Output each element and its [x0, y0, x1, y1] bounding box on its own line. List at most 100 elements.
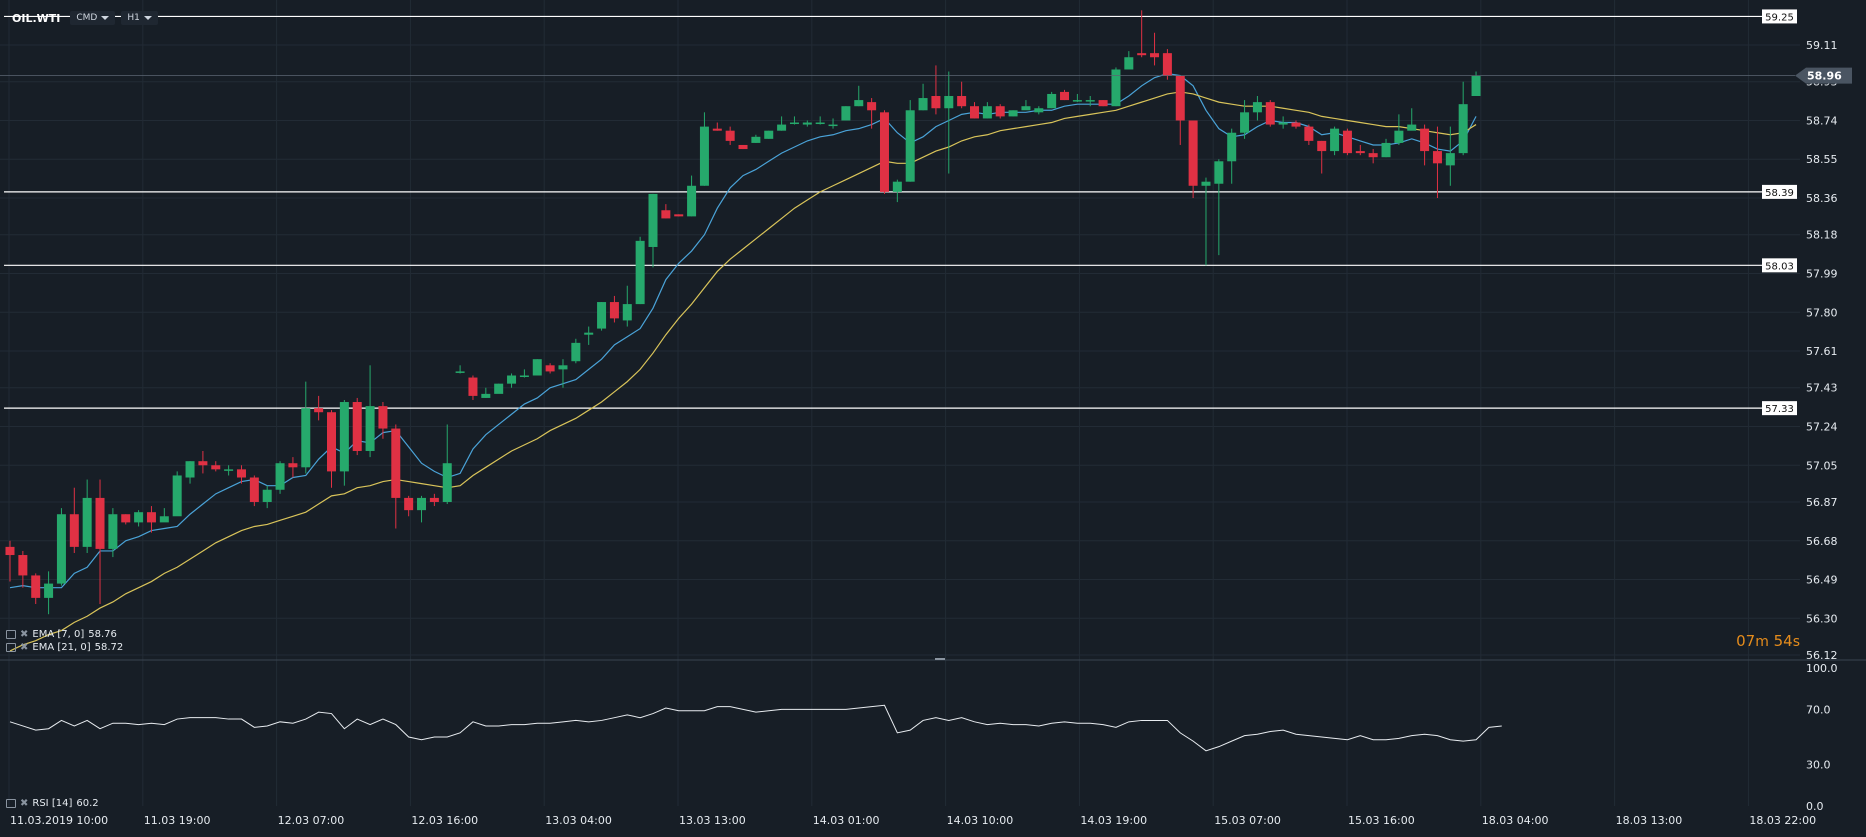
candle-body [944, 96, 954, 109]
chart-toolbar: OIL.WTI CMD H1 [8, 8, 158, 28]
ema21-legend[interactable]: ✖ EMA [21, 0] 58.72 [6, 642, 123, 653]
rsi-legend[interactable]: ✖ RSI [14] 60.2 [6, 798, 99, 809]
candle-body [31, 575, 41, 598]
candle-body [905, 110, 915, 182]
close-icon[interactable]: ✖ [20, 642, 29, 653]
candle-body [802, 122, 812, 125]
price-tick-label: 58.74 [1806, 114, 1838, 127]
candle-down [1162, 49, 1172, 80]
price-tick-label: 57.43 [1806, 382, 1838, 395]
candle-up [918, 83, 928, 111]
candle-body [1162, 53, 1172, 76]
candle-body [468, 377, 478, 396]
close-icon[interactable]: ✖ [20, 629, 29, 640]
candle-body [995, 106, 1005, 117]
candle-body [1072, 100, 1082, 102]
candle-body [365, 406, 375, 451]
candle-up [841, 106, 851, 121]
candle-up [519, 369, 529, 378]
candle-body [1445, 153, 1455, 166]
candle-body [1034, 108, 1044, 113]
time-tick-label: 13.03 13:00 [679, 814, 746, 827]
symbol-label[interactable]: OIL.WTI [12, 11, 61, 25]
candle-body [1098, 100, 1108, 107]
ema21-label: EMA [21, 0] [32, 642, 91, 653]
candle-body [121, 514, 131, 523]
candle-up [944, 71, 954, 174]
candle-down [314, 395, 324, 421]
price-tick-label: 58.18 [1806, 229, 1838, 242]
candle-body [1278, 122, 1288, 125]
current-price-tag: 58.96 [0, 67, 1852, 84]
candle-up [224, 465, 234, 476]
candle-up [159, 508, 169, 523]
candle-down [1150, 32, 1160, 66]
candle-body [532, 359, 542, 376]
time-tick-label: 11.03 19:00 [144, 814, 211, 827]
price-tick-label: 57.80 [1806, 306, 1838, 319]
candle-body [1381, 142, 1391, 158]
candle-down [69, 487, 79, 553]
price-tick-label: 56.68 [1806, 535, 1838, 548]
candle-body [314, 408, 324, 413]
ema-lines [9, 72, 1477, 652]
candle-body [879, 112, 889, 192]
candle-up [764, 130, 774, 139]
candle-body [1368, 153, 1378, 158]
candle-body [455, 371, 465, 373]
candle-down [712, 122, 722, 131]
candle-body [1124, 57, 1134, 70]
candle-body [789, 122, 799, 125]
candle-up [1124, 51, 1134, 70]
current-price-label: 58.96 [1807, 70, 1842, 83]
candle-body [609, 302, 619, 319]
candle-body [404, 497, 414, 511]
candle-body [1047, 93, 1057, 109]
close-icon[interactable]: ✖ [20, 798, 29, 809]
candle-body [352, 402, 362, 451]
candle-body [69, 514, 79, 547]
candle-up [1240, 100, 1250, 139]
candle-body [249, 477, 259, 502]
candle-up [1278, 116, 1288, 129]
candle-up [1047, 91, 1057, 109]
candle-body [1188, 120, 1198, 186]
candle-down [867, 98, 877, 129]
price-tick-label: 58.36 [1806, 192, 1838, 205]
instrument-type-dropdown[interactable]: CMD [70, 11, 116, 25]
candle-up [571, 338, 581, 364]
ema7-legend[interactable]: ✖ EMA [7, 0] 58.76 [6, 629, 117, 640]
candle-up [56, 508, 66, 586]
candle-body [982, 106, 992, 119]
settings-icon[interactable] [6, 643, 16, 652]
candle-body [725, 130, 735, 141]
time-axis: 11.03.2019 10:00 11.03 19:00 12.03 07:00 12… [10, 814, 1816, 827]
price-tick-label: 57.61 [1806, 345, 1838, 358]
level-tag-label: 58.39 [1765, 188, 1794, 199]
candle-body [339, 402, 349, 472]
settings-icon[interactable] [6, 630, 16, 639]
candle-body [892, 181, 902, 192]
candles [5, 10, 1481, 615]
candle-body [391, 428, 401, 498]
timeframe-dropdown[interactable]: H1 [121, 11, 158, 25]
price-tick-label: 56.12 [1806, 649, 1838, 662]
time-tick-label: 18.03 04:00 [1482, 814, 1549, 827]
rsi-tick-label: 30.0 [1806, 759, 1831, 772]
candle-body [95, 497, 105, 549]
time-tick-label: 18.03 13:00 [1616, 814, 1683, 827]
candle-body [545, 365, 555, 372]
candle-body [1407, 124, 1417, 131]
candle-up [1471, 71, 1481, 97]
candle-down [391, 424, 401, 529]
candle-up [1008, 110, 1018, 117]
settings-icon[interactable] [6, 799, 16, 808]
candle-body [841, 106, 851, 121]
chevron-down-icon [101, 16, 110, 20]
candle-up [982, 102, 992, 119]
current-price-marker [1795, 67, 1852, 84]
candle-up [532, 359, 542, 376]
candle-body [494, 383, 504, 394]
candle-body [777, 124, 787, 131]
candle-down [468, 375, 478, 400]
